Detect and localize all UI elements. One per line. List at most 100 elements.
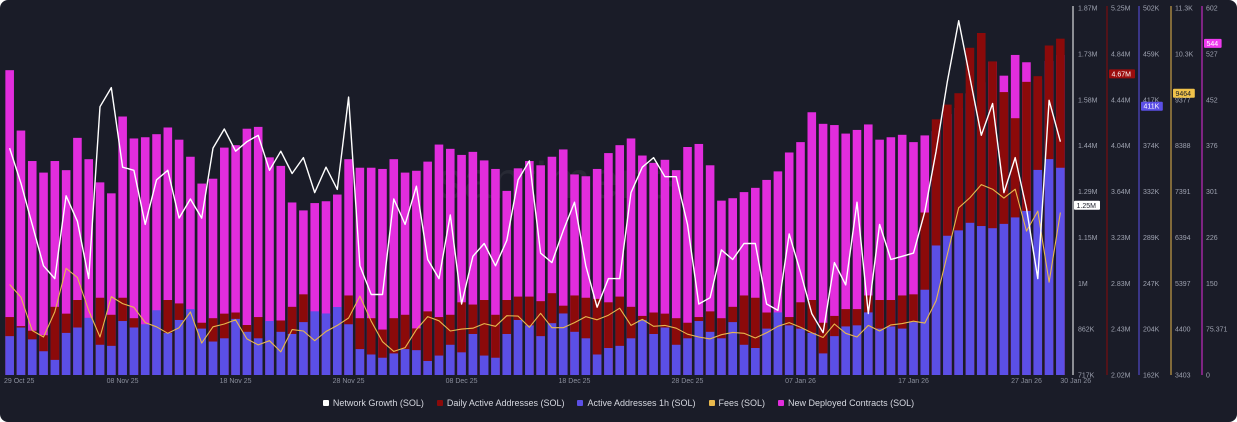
- axis-tick-label: 602: [1206, 6, 1218, 13]
- bar-daily-active-addresses-sol: [615, 296, 625, 375]
- bar-active-addresses-1h-sol: [784, 325, 794, 375]
- bar-active-addresses-1h-sol: [95, 344, 105, 375]
- bar-new-deployed-contracts-sol: [231, 145, 240, 375]
- bar-new-deployed-contracts-sol: [863, 124, 873, 375]
- bar-active-addresses-1h-sol: [118, 321, 127, 375]
- bar-new-deployed-contracts-sol: [592, 168, 602, 375]
- axis-tick-label: 1.15M: [1078, 235, 1098, 242]
- bar-active-addresses-1h-sol: [231, 318, 240, 375]
- bar-new-deployed-contracts-sol: [807, 112, 817, 375]
- axis-tick-label: 1.87M: [1078, 6, 1098, 13]
- bar-active-addresses-1h-sol: [16, 327, 26, 375]
- bar-active-addresses-1h-sol: [445, 344, 455, 375]
- bar-new-deployed-contracts-sol: [27, 161, 37, 375]
- current-value-badge: 1.25M: [1077, 203, 1097, 210]
- bar-active-addresses-1h-sol: [253, 338, 263, 375]
- bar-daily-active-addresses-sol: [581, 297, 591, 375]
- bar-active-addresses-1h-sol: [276, 331, 286, 375]
- bar-daily-active-addresses-sol: [976, 33, 986, 375]
- axis-tick-label: 7391: [1175, 189, 1191, 196]
- bar-new-deployed-contracts-sol: [491, 168, 500, 375]
- bar-active-addresses-1h-sol: [50, 359, 60, 375]
- axis-tick-label: 4.04M: [1111, 143, 1131, 150]
- bar-active-addresses-1h-sol: [107, 345, 116, 375]
- axis-tick-label: 376: [1206, 143, 1218, 150]
- bar-new-deployed-contracts-sol: [852, 129, 862, 375]
- axis-tick-label: 247K: [1143, 281, 1160, 288]
- axis-tick-label: 2.02M: [1111, 373, 1131, 380]
- bar-active-addresses-1h-sol: [1010, 217, 1020, 375]
- legend-label: Network Growth (SOL): [332, 398, 424, 408]
- bar-active-addresses-1h-sol: [174, 319, 184, 375]
- bar-new-deployed-contracts-sol: [479, 160, 489, 375]
- x-tick-label: 29 Oct 25: [4, 378, 34, 385]
- bar-new-deployed-contracts-sol: [84, 159, 94, 375]
- bar-active-addresses-1h-sol: [773, 312, 783, 375]
- current-value-badge-bg: [1173, 88, 1195, 98]
- bar-new-deployed-contracts-sol: [400, 172, 410, 375]
- axis-tick-label: 75.371: [1206, 327, 1228, 334]
- bar-active-addresses-1h-sol: [186, 309, 195, 375]
- legend-swatch: [322, 400, 329, 406]
- legend-label: Fees (SOL): [718, 398, 766, 408]
- legend-item-daily-active-addresses[interactable]: Daily Active Addresses (SOL): [436, 398, 564, 408]
- bar-daily-active-addresses-sol: [739, 295, 749, 375]
- bar-daily-active-addresses-sol: [423, 311, 432, 375]
- bar-active-addresses-1h-sol: [140, 324, 150, 375]
- bar-daily-active-addresses-sol: [479, 300, 489, 375]
- bar-active-addresses-1h-sol: [265, 321, 274, 375]
- axis-tick-label: 8388: [1175, 143, 1191, 150]
- bar-new-deployed-contracts-sol: [253, 126, 263, 375]
- legend-item-network-growth[interactable]: Network Growth (SOL): [322, 398, 424, 408]
- bar-active-addresses-1h-sol: [988, 228, 997, 375]
- bar-new-deployed-contracts-sol: [705, 165, 715, 375]
- axis-tick-label: 3.64M: [1111, 189, 1131, 196]
- bar-new-deployed-contracts-sol: [208, 178, 218, 375]
- bar-new-deployed-contracts-sol: [366, 167, 376, 375]
- bar-new-deployed-contracts-sol: [5, 70, 14, 376]
- legend-item-active-addresses-1h[interactable]: Active Addresses 1h (SOL): [577, 398, 696, 408]
- axis-tick-label: 4400: [1175, 327, 1191, 334]
- axis-tick-label: 6394: [1175, 235, 1191, 242]
- bar-new-deployed-contracts-sol: [683, 147, 692, 375]
- date-axis: 29 Oct 25 08 Nov 25 18 Nov 25 28 Nov 25 08 D…: [4, 378, 1091, 385]
- bar-active-addresses-1h-sol: [852, 325, 862, 375]
- legend-item-fees[interactable]: Fees (SOL): [708, 398, 766, 408]
- bar-daily-active-addresses-sol: [378, 329, 387, 375]
- bar-new-deployed-contracts-sol: [355, 167, 365, 375]
- value-axes: 1.87M 1.73M 1.58M 1.44M 1.29M 1.15M 1M 862K 717K…: [1072, 6, 1228, 380]
- bar-active-addresses-1h-sol: [400, 349, 410, 375]
- x-tick-label: 27 Jan 26: [1011, 378, 1042, 385]
- bar-active-addresses-1h-sol: [547, 323, 557, 375]
- bar-active-addresses-1h-sol: [875, 328, 884, 375]
- axis-tick-label: 4.44M: [1111, 97, 1131, 104]
- bar-active-addresses-1h-sol: [208, 341, 218, 375]
- bar-new-deployed-contracts-sol: [728, 198, 738, 375]
- bar-new-deployed-contracts-sol: [389, 159, 399, 375]
- bar-new-deployed-contracts-sol: [773, 171, 783, 375]
- bar-new-deployed-contracts-sol: [886, 137, 896, 375]
- bar-daily-active-addresses-sol: [592, 298, 602, 375]
- bar-active-addresses-1h-sol: [604, 348, 613, 375]
- bar-active-addresses-1h-sol: [502, 333, 512, 375]
- bar-new-deployed-contracts-sol: [875, 139, 884, 375]
- legend-item-new-deployed-contracts[interactable]: New Deployed Contracts (SOL): [778, 398, 914, 408]
- axis-tick-label: 9377: [1175, 97, 1191, 104]
- bar-new-deployed-contracts-sol: [16, 130, 26, 375]
- bar-new-deployed-contracts-sol: [739, 192, 749, 375]
- bar-new-deployed-contracts-sol: [570, 174, 579, 375]
- axis-tick-label: 226: [1206, 235, 1218, 242]
- bar-new-deployed-contracts-sol: [626, 138, 636, 375]
- legend-label: New Deployed Contracts (SOL): [788, 398, 915, 408]
- bar-new-deployed-contracts-sol: [242, 128, 252, 375]
- bar-active-addresses-1h-sol: [129, 327, 139, 375]
- bar-new-deployed-contracts-sol: [762, 179, 771, 375]
- legend-swatch: [708, 400, 715, 406]
- bar-active-addresses-1h-sol: [931, 245, 941, 375]
- bar-active-addresses-1h-sol: [479, 355, 489, 375]
- bar-new-deployed-contracts-sol: [95, 182, 105, 375]
- bar-new-deployed-contracts-sol: [310, 203, 319, 375]
- bar-daily-active-addresses-sol: [50, 306, 60, 375]
- bar-active-addresses-1h-sol: [954, 230, 963, 375]
